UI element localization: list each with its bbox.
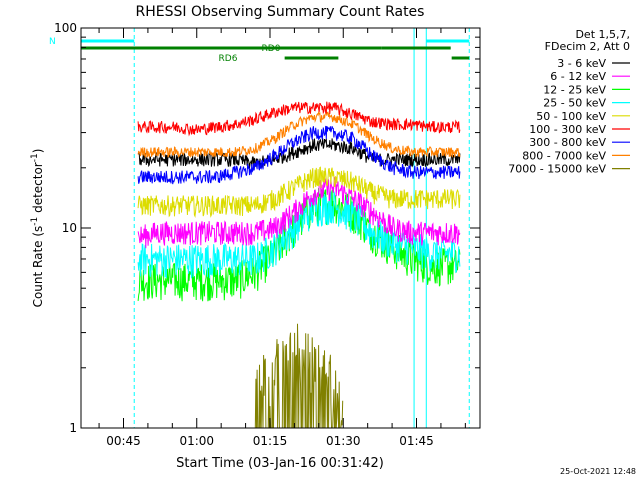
- series-line: [137, 191, 461, 279]
- x-tick-label: 01:00: [179, 434, 214, 448]
- series-line: [137, 138, 461, 170]
- legend-label: 100 - 300 keV: [529, 123, 606, 136]
- x-axis: 00:45 01:00 01:15 01:30 01:45: [98, 28, 466, 448]
- series-layer: [137, 101, 461, 428]
- x-tick-label: 01:45: [399, 434, 434, 448]
- y-tick-label: 100: [54, 21, 77, 35]
- y-axis-label-mid: detector: [31, 162, 45, 217]
- legend-header: FDecim 2, Att 0: [545, 40, 630, 53]
- series-line: [254, 323, 344, 428]
- flag-label: RD0: [262, 44, 281, 54]
- legend-label: 25 - 50 keV: [543, 97, 606, 110]
- legend-label: 300 - 800 keV: [529, 136, 606, 149]
- y-tick-label: 1: [69, 421, 77, 435]
- series-line: [137, 176, 461, 249]
- x-tick-label: 01:15: [253, 434, 288, 448]
- y-axis-label-exp1: -1: [30, 217, 40, 226]
- legend-header: Det 1,5,7,: [575, 28, 630, 41]
- legend-label: 800 - 7000 keV: [522, 149, 606, 162]
- y-axis-label-end: ): [31, 149, 45, 154]
- series-line: [137, 101, 461, 137]
- flag-bars: N RD0 RD6: [49, 37, 470, 64]
- x-tick-label: 00:45: [106, 434, 141, 448]
- legend-label: 12 - 25 keV: [543, 83, 606, 96]
- y-axis-label-main: Count Rate (s: [31, 226, 45, 308]
- y-axis: 1 10 100: [54, 21, 480, 435]
- legend-label: 6 - 12 keV: [550, 70, 606, 83]
- x-tick-label: 01:30: [326, 434, 361, 448]
- series-line: [137, 125, 461, 185]
- legend-label: 7000 - 15000 keV: [508, 163, 606, 176]
- series-line: [137, 110, 461, 159]
- x-axis-label: Start Time (03-Jan-16 00:31:42): [176, 456, 384, 471]
- y-axis-label-exp2: -1: [30, 153, 40, 162]
- legend-label: 3 - 6 keV: [557, 57, 606, 70]
- y-tick-label: 10: [62, 221, 77, 235]
- y-axis-label: Count Rate (s-1 detector-1): [30, 149, 45, 308]
- flag-label: RD6: [219, 54, 238, 64]
- timestamp: 25-Oct-2021 12:48: [560, 467, 636, 476]
- series-line: [137, 166, 461, 219]
- flag-label: N: [49, 37, 56, 47]
- chart-title: RHESSI Observing Summary Count Rates: [136, 4, 425, 20]
- legend-label: 50 - 100 keV: [536, 110, 606, 123]
